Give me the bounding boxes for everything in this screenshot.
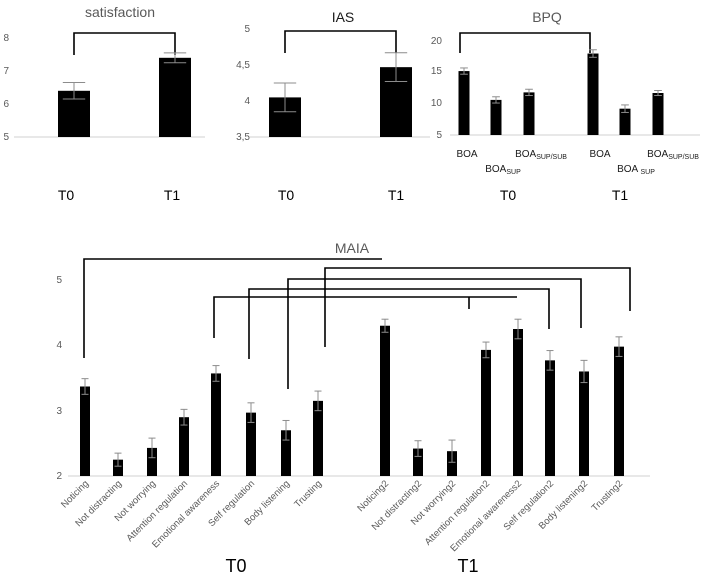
ias-label-t1: T1 — [388, 187, 405, 203]
satisfaction-title: satisfaction — [85, 4, 155, 20]
ias-title: IAS — [332, 9, 355, 25]
maia-tick-4: 4 — [56, 340, 62, 351]
maia-bar — [413, 448, 423, 476]
bpq-tick-15: 15 — [431, 66, 443, 77]
bpq-bar — [458, 71, 470, 135]
bpq-bar — [490, 99, 502, 135]
maia-bar — [80, 386, 90, 476]
bpq-group-t0: T0 — [500, 187, 517, 203]
maia-bar — [147, 447, 157, 476]
maia-category-label: Noticing — [59, 478, 91, 510]
maia-bar — [614, 346, 624, 476]
ias-significance-bracket — [284, 30, 397, 53]
maia-bracket-trusting — [324, 267, 631, 347]
ias-tick-4-5: 4,5 — [236, 60, 250, 71]
satisfaction-significance-bracket — [73, 32, 176, 55]
bpq-tick-20: 20 — [431, 36, 443, 47]
satisfaction-tick-6: 6 — [3, 99, 9, 110]
bpq-chart: BPQ 5 10 15 20 BOA BOASUP BOASUP/SUB BOA… — [431, 9, 700, 203]
bpq-category-main: BOA — [456, 149, 477, 160]
satisfaction-label-t0: T0 — [58, 187, 75, 203]
bpq-category-sub: SUP — [640, 169, 655, 176]
bpq-category-main: BOA — [617, 164, 640, 175]
maia-tick-5: 5 — [56, 275, 62, 286]
bpq-category-boa-sup-t0: BOASUP — [485, 164, 521, 176]
maia-bracket-body-listening — [287, 278, 582, 389]
maia-group-t1: T1 — [457, 556, 478, 576]
bpq-bar — [587, 53, 599, 135]
bpq-tick-10: 10 — [431, 98, 443, 109]
maia-bar — [281, 430, 291, 476]
maia-chart: MAIA 2 3 4 5 T0 T1 — [56, 240, 650, 576]
bpq-category-sub: SUP/SUB — [536, 154, 567, 161]
bpq-category-main: BOA — [589, 149, 610, 160]
bpq-title: BPQ — [532, 9, 562, 25]
bpq-tick-5: 5 — [436, 130, 442, 141]
satisfaction-chart: satisfaction 5 6 7 8 T0 T1 — [3, 4, 205, 203]
bpq-group-t1: T1 — [612, 187, 629, 203]
bpq-category-sub: SUP — [506, 169, 521, 176]
bpq-category-boa-t0: BOA — [456, 149, 477, 160]
maia-tick-3: 3 — [56, 406, 62, 417]
satisfaction-bar — [159, 57, 191, 137]
bpq-category-main: BOA — [485, 164, 506, 175]
bpq-category-boa-t1: BOA — [589, 149, 610, 160]
maia-group-t0: T0 — [225, 556, 246, 576]
bpq-bar — [523, 92, 535, 135]
bpq-bar — [619, 108, 631, 135]
maia-bar — [447, 451, 457, 476]
maia-bar — [481, 349, 491, 476]
satisfaction-tick-5: 5 — [3, 132, 9, 143]
maia-title: MAIA — [335, 240, 370, 256]
maia-bar — [545, 360, 555, 476]
maia-bracket-noticing — [83, 258, 382, 358]
maia-bar — [579, 371, 589, 476]
maia-category-label: Trusting — [292, 478, 324, 510]
maia-bracket-self-regulation — [248, 288, 550, 359]
ias-tick-4: 4 — [244, 96, 250, 107]
satisfaction-tick-8: 8 — [3, 33, 9, 44]
bpq-category-main: BOA — [515, 149, 536, 160]
bpq-significance-bracket — [459, 32, 591, 53]
ias-tick-5: 5 — [244, 24, 250, 35]
maia-bar — [179, 417, 189, 476]
maia-bar — [113, 459, 123, 476]
bpq-category-main: BOA — [647, 149, 668, 160]
maia-bar — [313, 400, 323, 476]
satisfaction-label-t1: T1 — [164, 187, 181, 203]
maia-bracket-emotional-awareness — [213, 296, 517, 338]
maia-tick-2: 2 — [56, 471, 62, 482]
bpq-bar — [652, 93, 664, 135]
maia-bar — [246, 412, 256, 476]
bpq-category-sub: SUP/SUB — [668, 154, 699, 161]
ias-tick-3-5: 3,5 — [236, 132, 250, 143]
maia-bar — [211, 373, 221, 476]
maia-bar — [513, 329, 523, 476]
maia-bar — [380, 325, 390, 476]
bpq-category-boa-supsub-t1: BOASUP/SUB — [647, 149, 699, 161]
ias-label-t0: T0 — [278, 187, 295, 203]
bpq-category-boa-supsub-t0: BOASUP/SUB — [515, 149, 567, 161]
bpq-category-boa-sup-t1: BOA SUP — [617, 164, 655, 176]
maia-category-label: Trusting2 — [590, 478, 626, 514]
satisfaction-tick-7: 7 — [3, 66, 9, 77]
